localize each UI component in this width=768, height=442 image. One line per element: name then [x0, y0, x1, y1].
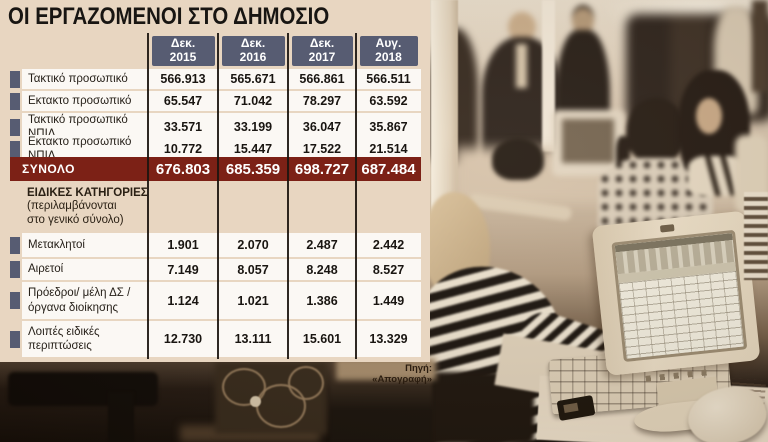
table-row: Πρόεδροι/ μέλη ΔΣ / όργανα διοίκησης 1.1… — [0, 282, 421, 319]
page-title: ΟΙ ΕΡΓΑΖΟΜΕΝΟΙ ΣΤΟ ΔΗΜΟΣΙΟ — [8, 3, 330, 30]
cell-value: 12.730 — [148, 321, 218, 357]
row-bullet — [10, 330, 20, 348]
woman-curly-hair — [678, 70, 758, 198]
row-label: Εκτακτο προσωπικό — [22, 91, 148, 111]
monitor-screen — [611, 229, 748, 363]
cell-value: 13.111 — [218, 321, 288, 357]
cell-value: 1.901 — [148, 233, 218, 257]
row-bullet — [10, 261, 20, 278]
section-title: ΕΙΔΙΚΕΣ ΚΑΤΗΓΟΡΙΕΣ — [27, 187, 148, 199]
table-row: Τακτικό προσωπικό 566.913 565.671 566.86… — [0, 69, 421, 89]
column-divider — [355, 33, 357, 359]
cell-value: 8.527 — [356, 259, 421, 280]
section-subtitle: (περιλαμβάνονται στο γενικό σύνολο) — [27, 200, 124, 226]
table-row: Μετακλητοί 1.901 2.070 2.487 2.442 — [0, 233, 421, 257]
total-value: 687.484 — [356, 157, 421, 181]
cell-value: 8.057 — [218, 259, 288, 280]
column-header: Αυγ. 2018 — [359, 36, 418, 66]
cell-value: 71.042 — [218, 91, 288, 111]
total-value: 676.803 — [148, 157, 218, 181]
column-divider — [287, 33, 289, 359]
row-label: Μετακλητοί — [22, 233, 148, 257]
cell-value: 566.511 — [356, 69, 421, 89]
row-label: Πρόεδροι/ μέλη ΔΣ / όργανα διοίκησης — [22, 282, 148, 319]
desk-edge-highlight — [336, 358, 436, 380]
column-header: Δεκ. 2017 — [291, 36, 353, 66]
row-bullet — [10, 140, 20, 158]
source-credit: Πηγή: «Απογραφή» — [372, 363, 432, 385]
header-spacer — [0, 36, 148, 66]
person-head — [572, 8, 594, 34]
total-value: 685.359 — [218, 157, 288, 181]
cell-value: 78.297 — [288, 91, 356, 111]
column-header: Δεκ. 2015 — [151, 36, 215, 66]
column-divider — [217, 33, 219, 359]
office-pillar — [542, 0, 555, 152]
seated-woman-ponytail — [598, 98, 713, 230]
column-header: Δεκ. 2016 — [221, 36, 285, 66]
total-value: 698.727 — [288, 157, 356, 181]
table-row: Εκτακτο προσωπικό 65.547 71.042 78.297 6… — [0, 91, 421, 111]
chair-post — [108, 392, 134, 442]
cell-value: 2.487 — [288, 233, 356, 257]
cell-value: 2.070 — [218, 233, 288, 257]
table-row: Τακτικό προσωπικό ΝΠΙΔ 33.571 33.199 36.… — [0, 113, 421, 142]
person-face — [696, 98, 722, 134]
row-bullet — [10, 292, 20, 309]
data-panel: ΟΙ ΕΡΓΑΖΟΜΕΝΟΙ ΣΤΟ ΔΗΜΟΣΙΟ Δεκ. 2015 Δεκ… — [0, 0, 430, 362]
background-figure — [752, 0, 768, 92]
window-blinds — [744, 192, 768, 280]
cell-value: 1.021 — [218, 282, 288, 319]
cable-plug — [250, 396, 261, 407]
cell-value: 1.449 — [356, 282, 421, 319]
row-bullet — [10, 70, 20, 88]
cell-value: 2.442 — [356, 233, 421, 257]
row-bullet — [10, 92, 20, 110]
cell-value: 7.149 — [148, 259, 218, 280]
total-row: ΣΥΝΟΛΟ 676.803 685.359 698.727 687.484 — [0, 157, 421, 181]
special-categories-section: ΕΙΔΙΚΕΣ ΚΑΤΗΓΟΡΙΕΣ (περιλαμβάνονται στο … — [0, 184, 421, 233]
cell-value: 565.671 — [218, 69, 288, 89]
handbag — [492, 138, 544, 180]
spreadsheet-grid — [618, 270, 745, 359]
cell-value: 63.592 — [356, 91, 421, 111]
cell-value: 566.861 — [288, 69, 356, 89]
table-row: Λοιπές ειδικές περιπτώσεις 12.730 13.111… — [0, 321, 421, 357]
table-row: Εκτακτο προσωπικό ΝΠΙΔ 10.772 15.447 17.… — [0, 135, 421, 164]
cable-loop — [288, 366, 324, 400]
total-label: ΣΥΝΟΛΟ — [10, 157, 148, 181]
column-divider — [147, 33, 149, 359]
blurred-monitor — [552, 110, 624, 176]
row-label: Λοιπές ειδικές περιπτώσεις — [22, 321, 148, 357]
person-hair — [626, 98, 686, 164]
cell-value: 8.248 — [288, 259, 356, 280]
hp-logo — [659, 224, 675, 233]
chair-seat — [8, 372, 158, 406]
row-bullet — [10, 236, 20, 254]
row-bullet — [10, 118, 20, 136]
cell-value: 13.329 — [356, 321, 421, 357]
cell-value: 566.913 — [148, 69, 218, 89]
row-label: Τακτικό προσωπικό — [22, 69, 148, 89]
row-label: Αιρετοί — [22, 259, 148, 280]
cell-value: 65.547 — [148, 91, 218, 111]
table-row: Αιρετοί 7.149 8.057 8.248 8.527 — [0, 259, 421, 280]
cell-value: 1.386 — [288, 282, 356, 319]
data-table: Δεκ. 2015 Δεκ. 2016 Δεκ. 2017 Αυγ. 2018 … — [0, 33, 421, 359]
table-header-row: Δεκ. 2015 Δεκ. 2016 Δεκ. 2017 Αυγ. 2018 — [0, 36, 421, 66]
cell-value: 1.124 — [148, 282, 218, 319]
cell-value: 15.601 — [288, 321, 356, 357]
cable-loop — [222, 368, 266, 406]
person-shirt — [516, 44, 527, 88]
